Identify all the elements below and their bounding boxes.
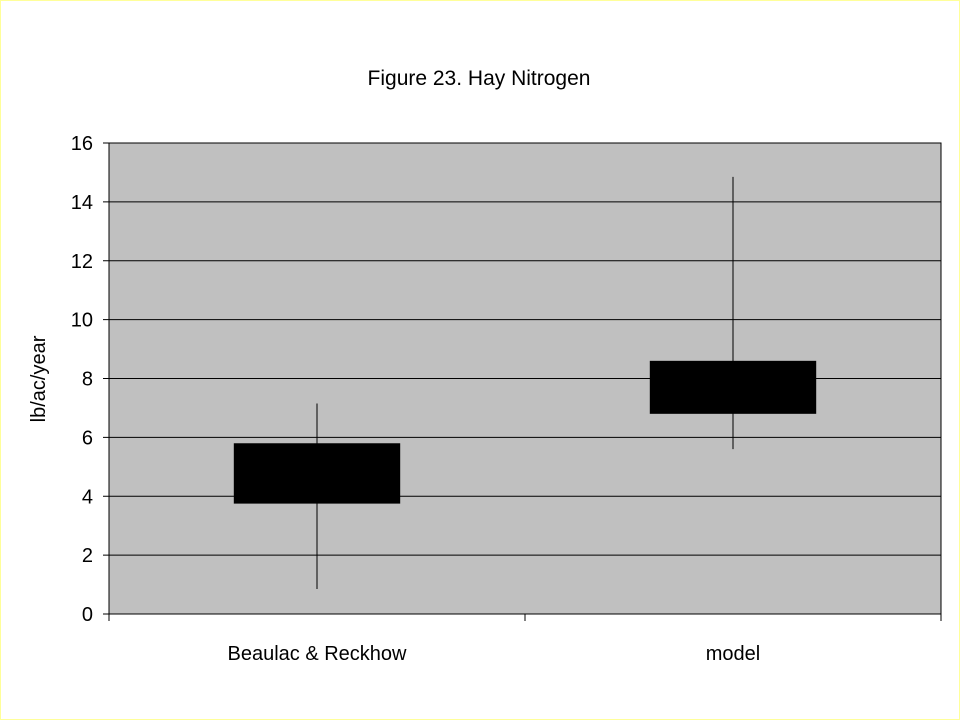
y-tick-label: 0 <box>82 604 93 626</box>
y-tick-label: 10 <box>71 310 93 332</box>
box-body <box>233 443 401 504</box>
y-tick-label: 14 <box>71 192 93 214</box>
x-tick-label: model <box>706 643 760 665</box>
y-tick-label: 6 <box>82 427 93 449</box>
y-tick-label: 2 <box>82 545 93 567</box>
x-tick-label: Beaulac & Reckhow <box>228 643 408 665</box>
box-body <box>649 360 817 414</box>
y-tick-label: 8 <box>82 369 93 391</box>
y-tick-label: 16 <box>71 133 93 155</box>
box-series <box>233 176 817 589</box>
y-tick-label: 4 <box>82 486 93 508</box>
x-axis-ticks: Beaulac & Reckhow model <box>108 614 942 665</box>
y-axis-label: lb/ac/year <box>28 335 50 422</box>
y-tick-label: 12 <box>71 251 93 273</box>
y-axis-ticks: 0 2 4 6 8 10 12 14 16 <box>71 133 109 626</box>
chart-title: Figure 23. Hay Nitrogen <box>368 67 591 90</box>
